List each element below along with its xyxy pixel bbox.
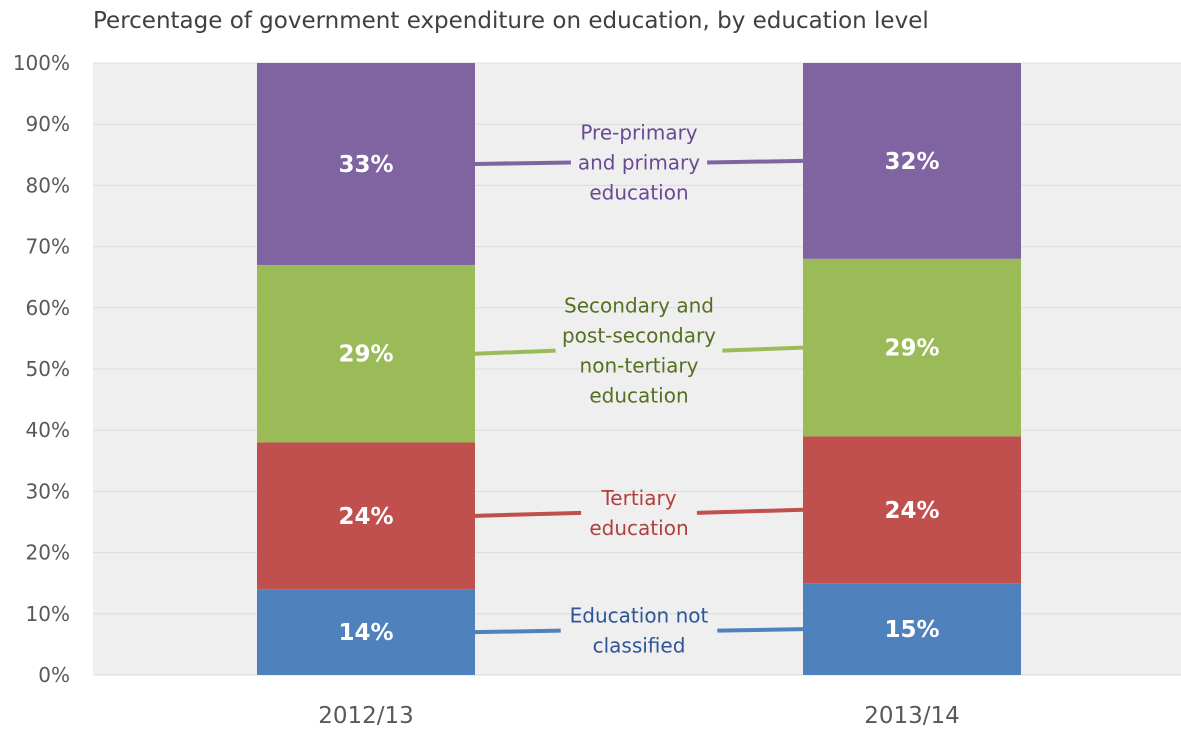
connector-line (474, 510, 582, 518)
series-label: education (589, 516, 688, 540)
series-label: post-secondary (562, 324, 716, 348)
series-label: Secondary and (564, 294, 714, 318)
series-label: and primary (578, 150, 700, 174)
series-label: Education not (570, 604, 709, 628)
data-label: 29% (338, 342, 393, 368)
bar-segment (257, 264, 475, 443)
series-label: Tertiary (600, 486, 676, 510)
y-tick-label: 10% (26, 602, 70, 626)
series-label: Pre-primary (580, 120, 697, 144)
y-tick-label: 60% (26, 296, 70, 320)
connector-line (722, 345, 804, 353)
series-label: education (589, 180, 688, 204)
bar-segment (803, 583, 1021, 675)
connector-line (474, 160, 571, 166)
series-label: education (589, 384, 688, 408)
y-tick-label: 70% (26, 235, 70, 259)
data-label: 33% (338, 152, 393, 178)
x-tick-label: 2013/14 (864, 703, 960, 729)
data-label: 14% (338, 620, 393, 646)
data-label: 24% (338, 504, 393, 530)
y-tick-label: 40% (26, 418, 70, 442)
connector-line (707, 158, 804, 165)
y-tick-label: 90% (26, 112, 70, 136)
connector-line (717, 627, 804, 633)
y-tick-label: 0% (38, 663, 70, 687)
data-label: 29% (884, 336, 939, 362)
bar-segment (257, 442, 475, 590)
y-tick-label: 100% (13, 51, 70, 75)
data-label: 32% (884, 149, 939, 175)
connector-line (474, 348, 556, 356)
bar-segment (803, 258, 1021, 437)
bar-segment (803, 63, 1021, 259)
data-label: 15% (884, 617, 939, 643)
y-tick-label: 80% (26, 173, 70, 197)
chart-title: Percentage of government expenditure on … (93, 8, 929, 34)
series-label: non-tertiary (580, 354, 699, 378)
bar-segment (803, 436, 1021, 584)
series-label: classified (593, 634, 686, 658)
data-label: 24% (884, 498, 939, 524)
connector-line (696, 507, 804, 515)
x-tick-label: 2012/13 (318, 703, 414, 729)
connector-line (474, 628, 561, 635)
bar-segment (257, 63, 475, 265)
y-tick-label: 50% (26, 357, 70, 381)
y-tick-label: 20% (26, 541, 70, 565)
y-tick-label: 30% (26, 479, 70, 503)
bar-segment (257, 589, 475, 675)
